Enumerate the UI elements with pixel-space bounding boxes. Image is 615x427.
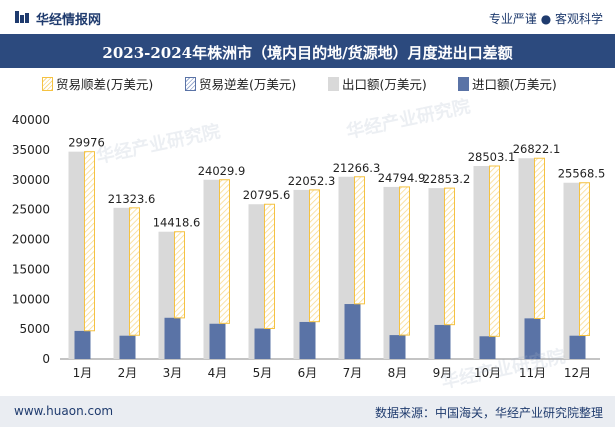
- x-tick-label: 1月: [73, 366, 93, 380]
- import-bar: [164, 317, 181, 359]
- y-tick-label: 15000: [12, 262, 50, 276]
- legend-swatch-deficit: [185, 77, 196, 91]
- import-bar: [119, 335, 136, 359]
- export-bar: [203, 179, 220, 359]
- y-tick-label: 35000: [12, 143, 50, 157]
- x-tick-label: 8月: [388, 366, 408, 380]
- legend-label-import: 进口额(万美元): [472, 77, 557, 92]
- surplus-bar: [534, 157, 545, 320]
- surplus-bar: [399, 186, 410, 336]
- surplus-bar: [84, 151, 95, 332]
- surplus-data-label: 24029.9: [198, 164, 246, 178]
- export-bar: [428, 188, 445, 359]
- surplus-data-label: 20795.6: [243, 188, 291, 202]
- y-tick-label: 0: [42, 352, 50, 366]
- import-bar: [389, 335, 406, 359]
- title-bar: 2023-2024年株洲市（境内目的地/货源地）月度进出口差额: [0, 34, 615, 68]
- surplus-data-label: 29976: [68, 136, 105, 150]
- export-bar: [518, 158, 535, 359]
- brand-logo-icon: [15, 11, 29, 23]
- chart-title: 2023-2024年株洲市（境内目的地/货源地）月度进出口差额: [102, 44, 513, 62]
- legend-item-surplus: 贸易顺差(万美元): [42, 74, 153, 93]
- export-bar: [248, 204, 265, 359]
- import-bar: [434, 324, 451, 359]
- surplus-bar: [354, 176, 365, 305]
- x-tick-label: 10月: [474, 366, 501, 380]
- legend-item-deficit: 贸易逆差(万美元): [185, 74, 296, 93]
- x-tick-label: 12月: [564, 366, 591, 380]
- y-tick-label: 25000: [12, 203, 50, 217]
- import-bar: [209, 323, 226, 359]
- surplus-data-label: 22052.3: [288, 174, 336, 188]
- import-bar: [299, 321, 316, 359]
- export-bar: [473, 166, 490, 359]
- legend-swatch-export: [328, 77, 339, 91]
- legend-swatch-import: [458, 77, 469, 91]
- surplus-data-label: 21266.3: [333, 161, 381, 175]
- import-bar: [569, 335, 586, 359]
- y-tick-label: 5000: [19, 322, 50, 336]
- export-bar: [563, 182, 580, 359]
- export-bar: [293, 189, 310, 359]
- surplus-bar: [129, 207, 140, 336]
- surplus-bar: [219, 179, 230, 324]
- legend-label-surplus: 贸易顺差(万美元): [56, 77, 154, 92]
- export-bar: [383, 186, 400, 359]
- import-bar: [524, 318, 541, 359]
- chart-plot-area: 0 5000 10000 15000 20000 25000 30000 35000 40000…: [12, 113, 606, 380]
- brand-slogan: 专业严谨 ● 客观科学: [488, 12, 603, 26]
- y-tick-label: 10000: [12, 292, 50, 306]
- surplus-bar: [264, 203, 275, 330]
- import-bar: [479, 336, 496, 359]
- x-tick-label: 6月: [298, 366, 318, 380]
- x-tick-label: 3月: [163, 366, 183, 380]
- y-tick-label: 30000: [12, 173, 50, 187]
- surplus-bar: [489, 165, 500, 337]
- legend-label-deficit: 贸易逆差(万美元): [199, 77, 297, 92]
- x-tick-label: 5月: [253, 366, 273, 380]
- y-tick-label: 40000: [12, 113, 50, 127]
- x-tick-label: 2月: [118, 366, 138, 380]
- import-bar: [344, 304, 361, 359]
- y-tick-label: 20000: [12, 233, 50, 247]
- legend-swatch-surplus: [42, 77, 53, 91]
- footer-source: 数据来源：中国海关，华经产业研究院整理: [374, 406, 603, 420]
- surplus-bar: [309, 189, 320, 323]
- x-tick-label: 9月: [433, 366, 453, 380]
- surplus-data-label: 24794.9: [378, 171, 426, 185]
- surplus-data-label: 28503.1: [468, 150, 516, 164]
- surplus-data-label: 25568.5: [558, 167, 606, 181]
- export-bar: [68, 151, 85, 359]
- export-bar: [113, 207, 130, 359]
- import-bar: [254, 328, 271, 359]
- surplus-data-label: 14418.6: [153, 216, 201, 230]
- surplus-bar: [579, 182, 590, 337]
- surplus-bar: [444, 187, 455, 326]
- surplus-data-label: 21323.6: [108, 192, 156, 206]
- x-tick-label: 4月: [208, 366, 228, 380]
- top-bar: 华经情报网 专业严谨 ● 客观科学: [0, 0, 615, 34]
- x-tick-label: 7月: [343, 366, 363, 380]
- import-bar: [74, 330, 91, 359]
- surplus-bar: [174, 231, 185, 319]
- surplus-data-label: 26822.1: [513, 142, 561, 156]
- legend-item-import: 进口额(万美元): [458, 74, 557, 93]
- x-tick-label: 11月: [519, 366, 546, 380]
- surplus-data-label: 22853.2: [423, 172, 471, 186]
- legend-label-export: 出口额(万美元): [342, 77, 427, 92]
- brand-name: 华经情报网: [36, 13, 102, 28]
- footer-bar: www.huaon.com 数据来源：中国海关，华经产业研究院整理: [0, 396, 615, 427]
- legend-item-export: 出口额(万美元): [328, 74, 427, 93]
- chart-legend: 贸易顺差(万美元) 贸易逆差(万美元) 出口额(万美元) 进口额(万美元): [0, 74, 615, 96]
- footer-site: www.huaon.com: [14, 404, 114, 418]
